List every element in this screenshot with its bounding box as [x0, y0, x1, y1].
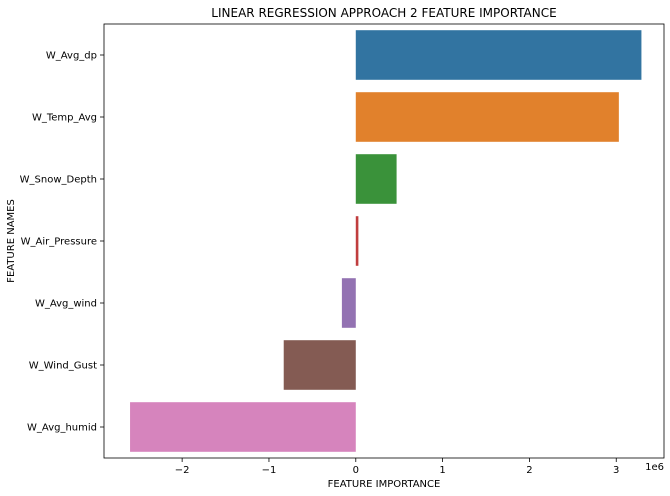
y-tick-label: W_Avg_dp: [46, 51, 97, 62]
x-tick-label: 3: [613, 465, 619, 476]
x-tick-label: 2: [526, 465, 532, 476]
y-tick-label: W_Wind_Gust: [29, 361, 97, 372]
x-axis-ticks: −2 −1 0 1 2 3: [175, 458, 619, 476]
x-axis-scale-label: 1e6: [645, 462, 664, 473]
bars-group: [130, 30, 642, 452]
x-tick-label: −1: [262, 465, 277, 476]
plot-frame: [103, 23, 665, 459]
bar-w-snow-depth: [355, 154, 397, 204]
x-tick-label: −2: [175, 465, 190, 476]
bar-w-avg-humid: [130, 402, 356, 452]
bar-w-wind-gust: [283, 340, 356, 390]
y-axis-label: FEATURE NAMES: [6, 199, 17, 283]
bar-w-avg-wind: [341, 278, 356, 328]
x-tick-label: 1: [439, 465, 445, 476]
y-axis-ticks: W_Avg_dp W_Temp_Avg W_Snow_Depth W_Air_Pres…: [20, 51, 104, 434]
bar-w-temp-avg: [355, 92, 619, 142]
y-tick-label: W_Air_Pressure: [21, 237, 97, 248]
bar-w-avg-dp: [355, 30, 642, 80]
y-tick-label: W_Snow_Depth: [20, 175, 97, 186]
y-tick-label: W_Avg_humid: [27, 423, 97, 434]
x-axis-label: FEATURE IMPORTANCE: [328, 479, 441, 490]
y-tick-label: W_Temp_Avg: [32, 113, 97, 124]
x-tick-label: 0: [353, 465, 359, 476]
chart-title: LINEAR REGRESSION APPROACH 2 FEATURE IMP…: [211, 6, 556, 20]
bar-w-air-pressure: [355, 216, 359, 266]
y-tick-label: W_Avg_wind: [35, 299, 97, 310]
